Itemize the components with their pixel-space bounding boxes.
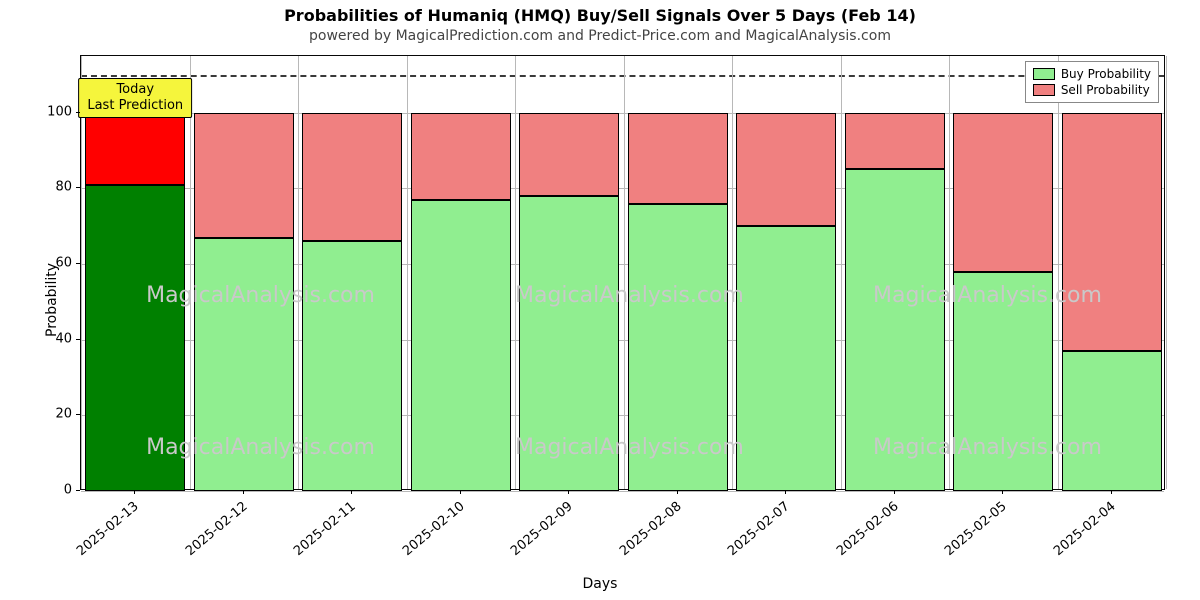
legend-swatch-sell	[1033, 84, 1055, 96]
gridline-vertical	[732, 56, 733, 489]
xtick-mark	[677, 490, 678, 494]
bar-buy	[628, 204, 728, 491]
xtick-label: 2025-02-11	[291, 499, 359, 559]
xtick-label: 2025-02-07	[725, 499, 793, 559]
legend-item-sell: Sell Probability	[1033, 82, 1151, 98]
bar-buy	[1062, 351, 1162, 491]
ytick-label: 80	[32, 180, 72, 195]
xtick-label: 2025-02-10	[400, 499, 468, 559]
xtick-label: 2025-02-08	[617, 499, 685, 559]
gridline-vertical	[298, 56, 299, 489]
bar-sell	[845, 113, 945, 170]
legend: Buy ProbabilitySell Probability	[1025, 61, 1159, 103]
gridline-vertical	[949, 56, 950, 489]
plot-area: MagicalAnalysis.comMagicalAnalysis.comMa…	[80, 55, 1165, 490]
ytick-mark	[76, 112, 80, 113]
today-annotation-line2: Last Prediction	[87, 98, 183, 114]
gridline-vertical	[841, 56, 842, 489]
xtick-label: 2025-02-06	[834, 499, 902, 559]
bar-sell	[302, 113, 402, 242]
reference-line	[81, 75, 1164, 77]
ytick-mark	[76, 414, 80, 415]
legend-swatch-buy	[1033, 68, 1055, 80]
ytick-mark	[76, 339, 80, 340]
ytick-label: 40	[32, 331, 72, 346]
bar-sell	[1062, 113, 1162, 351]
legend-item-buy: Buy Probability	[1033, 66, 1151, 82]
ytick-label: 60	[32, 256, 72, 271]
today-annotation: TodayLast Prediction	[78, 78, 192, 119]
bar-sell	[736, 113, 836, 226]
xtick-mark	[1002, 490, 1003, 494]
legend-label-sell: Sell Probability	[1061, 82, 1150, 98]
bar-buy	[194, 238, 294, 491]
bar-sell	[519, 113, 619, 196]
bar-buy	[845, 169, 945, 491]
bar-sell	[411, 113, 511, 200]
bar-buy	[302, 241, 402, 491]
chart-subtitle: powered by MagicalPrediction.com and Pre…	[0, 28, 1200, 44]
gridline-vertical	[81, 56, 82, 489]
ytick-mark	[76, 263, 80, 264]
gridline-vertical	[407, 56, 408, 489]
xtick-mark	[460, 490, 461, 494]
xtick-label: 2025-02-04	[1051, 499, 1119, 559]
chart-container: Probabilities of Humaniq (HMQ) Buy/Sell …	[0, 0, 1200, 600]
ytick-mark	[76, 490, 80, 491]
bar-buy	[85, 185, 185, 491]
today-annotation-line1: Today	[87, 82, 183, 98]
xtick-mark	[134, 490, 135, 494]
legend-label-buy: Buy Probability	[1061, 66, 1151, 82]
xtick-mark	[894, 490, 895, 494]
ytick-label: 20	[32, 407, 72, 422]
bar-sell	[194, 113, 294, 238]
xtick-label: 2025-02-05	[942, 499, 1010, 559]
xtick-label: 2025-02-13	[74, 499, 142, 559]
xtick-mark	[785, 490, 786, 494]
bar-buy	[736, 226, 836, 491]
ytick-mark	[76, 187, 80, 188]
xtick-mark	[351, 490, 352, 494]
x-axis-label: Days	[0, 576, 1200, 592]
ytick-label: 0	[32, 483, 72, 498]
gridline-vertical	[1166, 56, 1167, 489]
gridline-vertical	[624, 56, 625, 489]
bar-sell	[85, 113, 185, 185]
gridline-vertical	[515, 56, 516, 489]
y-axis-label: Probability	[44, 263, 60, 337]
xtick-mark	[1111, 490, 1112, 494]
bar-buy	[519, 196, 619, 491]
bar-buy	[411, 200, 511, 491]
gridline-vertical	[1058, 56, 1059, 489]
bar-buy	[953, 272, 1053, 491]
bar-sell	[628, 113, 728, 204]
bar-sell	[953, 113, 1053, 272]
gridline-vertical	[190, 56, 191, 489]
xtick-label: 2025-02-12	[183, 499, 251, 559]
xtick-mark	[568, 490, 569, 494]
xtick-label: 2025-02-09	[508, 499, 576, 559]
ytick-label: 100	[32, 104, 72, 119]
xtick-mark	[243, 490, 244, 494]
chart-title: Probabilities of Humaniq (HMQ) Buy/Sell …	[0, 6, 1200, 25]
